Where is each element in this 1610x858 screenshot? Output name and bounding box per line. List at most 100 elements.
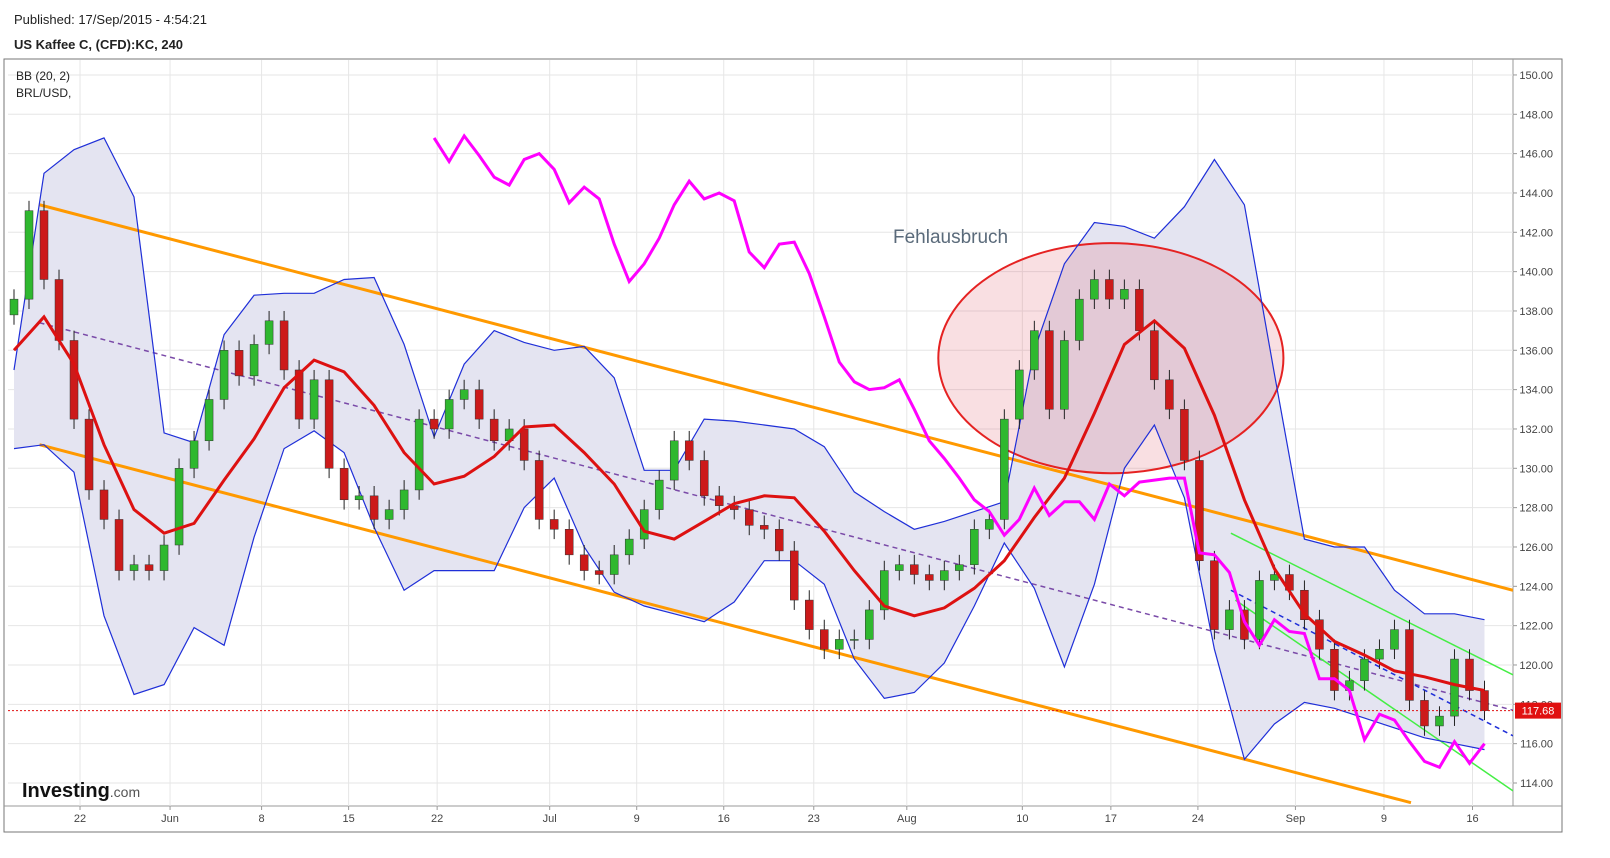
y-tick-label: 116.00 (1520, 739, 1553, 751)
candle-body (279, 320, 289, 371)
candle-body (1330, 648, 1339, 691)
x-tick-label: Jun (161, 813, 179, 825)
candle-body (1015, 369, 1024, 420)
candle-body (84, 418, 94, 491)
candle-body (414, 418, 424, 491)
candle-body (1135, 289, 1144, 331)
candle-body (1030, 330, 1039, 371)
y-tick-label: 120.00 (1519, 660, 1553, 672)
candle-body (534, 460, 544, 520)
candle-body (985, 519, 994, 530)
symbol-title: US Kaffee C, (CFD):KC, 240 (14, 37, 183, 52)
x-tick-label: 10 (1016, 813, 1028, 825)
plot-area (8, 133, 1513, 805)
y-tick-label: 114.00 (1520, 778, 1553, 790)
candle-body (925, 574, 934, 581)
candle-body (1165, 379, 1174, 410)
candle-body (519, 428, 529, 461)
last-price-label: 117.68 (1522, 706, 1555, 718)
candle-body (699, 460, 709, 497)
logo-suffix: .com (110, 784, 140, 800)
candle-body (790, 550, 799, 601)
candle-body (294, 369, 304, 420)
candle-body (1390, 629, 1399, 650)
y-tick-label: 130.00 (1519, 463, 1553, 475)
candle-body (1060, 340, 1069, 410)
candle-body (1375, 648, 1384, 660)
candle-body (54, 279, 64, 341)
x-tick-label: 22 (431, 813, 443, 825)
logo-name: Investing (22, 780, 110, 802)
y-tick-label: 150.00 (1519, 70, 1553, 82)
candle-body (264, 320, 274, 345)
candle-body (114, 519, 124, 571)
x-tick-label: 24 (1192, 813, 1204, 825)
published: Published: 17/Sep/2015 - 4:54:21 (14, 12, 207, 27)
candle-body (579, 554, 589, 571)
candle-body (1225, 609, 1234, 630)
candle-body (970, 529, 979, 565)
candle-body (354, 495, 364, 501)
annotation-ellipse (937, 242, 1285, 475)
y-tick-label: 138.00 (1519, 306, 1553, 318)
x-tick-label: 9 (634, 813, 640, 825)
candle-body (444, 399, 454, 430)
logo: Investing.com (22, 780, 140, 802)
candle-body (1465, 658, 1474, 691)
candle-body (489, 418, 499, 442)
y-tick-label: 126.00 (1519, 542, 1553, 554)
x-tick-label: Aug (897, 813, 917, 825)
legend-bb: BB (20, 2) (16, 69, 70, 83)
candle-body (249, 344, 259, 377)
candle-body (1360, 658, 1369, 681)
candle-body (204, 399, 214, 442)
x-tick-label: 8 (259, 813, 265, 825)
candle-body (1180, 409, 1189, 461)
candle-body (24, 210, 34, 300)
candle-body (895, 564, 904, 571)
candle-body (594, 570, 604, 575)
candle-body (309, 379, 319, 420)
y-tick-label: 122.00 (1519, 621, 1553, 633)
candle-body (609, 554, 619, 575)
candle-body (384, 509, 394, 520)
candle-body (474, 389, 484, 420)
candle-body (1090, 279, 1099, 300)
candle-body (654, 479, 664, 510)
candle-body (940, 570, 949, 581)
candle-body (1315, 619, 1324, 650)
trend-line (1230, 532, 1513, 676)
y-tick-label: 146.00 (1519, 149, 1553, 161)
candle-body (429, 418, 439, 430)
overlay-line (432, 133, 1486, 770)
bollinger-fill (14, 137, 1485, 760)
candle-body (1210, 560, 1219, 630)
annotation: Fehlausbruch (893, 227, 1008, 248)
candle-body (1105, 279, 1114, 300)
axes: 114.00116.00118.00120.00122.00124.00126.… (74, 70, 1561, 825)
x-tick-label: 22 (74, 813, 86, 825)
candle-body (865, 609, 874, 640)
y-tick-label: 144.00 (1519, 188, 1553, 200)
y-tick-label: 140.00 (1519, 267, 1553, 279)
bollinger-middle (12, 314, 1485, 692)
x-tick-label: Sep (1286, 813, 1306, 825)
candle-body (69, 340, 79, 420)
candle-body (714, 495, 724, 506)
candle-body (1000, 418, 1009, 520)
candle-body (805, 599, 814, 630)
candle-body (1045, 330, 1054, 410)
candle-body (549, 519, 559, 530)
candle-body (1405, 629, 1414, 701)
candle-body (129, 564, 139, 571)
y-tick-label: 132.00 (1519, 424, 1553, 436)
trend-line (39, 203, 1513, 592)
candle-body (1435, 715, 1444, 727)
candle-body (1120, 289, 1129, 300)
candle-body (189, 440, 199, 469)
candle-body (564, 529, 574, 556)
candle-body (624, 538, 634, 556)
candle-body (324, 379, 334, 469)
x-tick-label: Jul (543, 813, 557, 825)
